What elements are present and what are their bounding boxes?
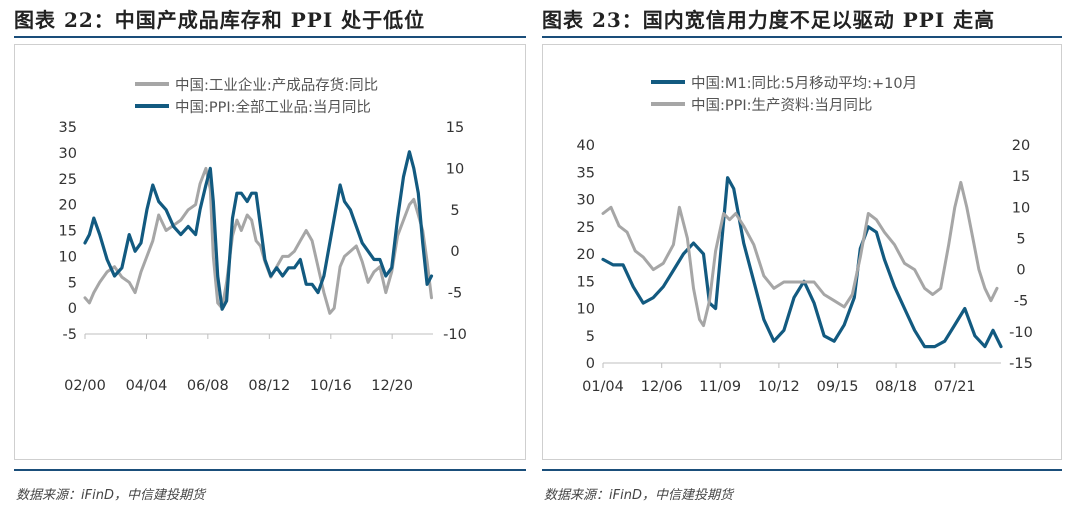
legend-item-inventory: 中国:工业企业:产成品存货:同比 xyxy=(135,73,378,95)
y-right-tick-label: 5 xyxy=(1016,231,1025,247)
chart-legend-23: 中国:M1:同比:5月移动平均:+10月 中国:PPI:生产资料:当月同比 xyxy=(651,71,917,115)
series-line-2 xyxy=(83,150,434,311)
legend-item-ppi-producer: 中国:PPI:生产资料:当月同比 xyxy=(651,93,917,115)
y-left-tick-label: 20 xyxy=(59,198,77,214)
y-left-tick-label: 30 xyxy=(59,146,77,162)
y-right-tick-label: 10 xyxy=(446,161,464,177)
series-line-1 xyxy=(601,176,1003,349)
x-tick-label: 12/20 xyxy=(371,378,413,394)
x-tick-label: 10/16 xyxy=(310,378,352,394)
figure-title-22: 图表 22：中国产成品库存和 PPI 处于低位 xyxy=(14,8,426,32)
series-line-1 xyxy=(83,166,433,315)
y-left-tick-label: 5 xyxy=(68,275,77,291)
x-tick-label: 09/15 xyxy=(817,379,859,395)
title-rule-22 xyxy=(14,36,526,38)
y-right-tick-label: -10 xyxy=(443,327,467,343)
y-left-tick-label: 10 xyxy=(59,249,77,265)
y-left-tick-label: 15 xyxy=(577,274,595,290)
source-note-22: 数据来源：iFinD，中信建投期货 xyxy=(16,488,205,503)
x-tick-label: 04/04 xyxy=(126,378,168,394)
y-right-tick-label: 15 xyxy=(1012,169,1030,185)
y-left-tick-label: 30 xyxy=(577,193,595,209)
chart-legend-22: 中国:工业企业:产成品存货:同比 中国:PPI:全部工业品:当月同比 xyxy=(135,73,378,117)
x-tick-label: 06/08 xyxy=(187,378,229,394)
x-tick-label: 01/04 xyxy=(582,379,624,395)
y-left-tick-label: 15 xyxy=(59,224,77,240)
x-tick-label: 07/21 xyxy=(934,379,976,395)
x-tick-label: 10/12 xyxy=(758,379,800,395)
y-right-tick-label: 5 xyxy=(450,203,459,219)
legend-label-ppi-producer: 中国:PPI:生产资料:当月同比 xyxy=(691,97,873,114)
y-left-tick-label: 5 xyxy=(586,329,595,345)
chart-panel-23: 中国:M1:同比:5月移动平均:+10月 中国:PPI:生产资料:当月同比 40… xyxy=(542,44,1062,460)
y-left-tick-label: 35 xyxy=(59,120,77,136)
legend-swatch-blue xyxy=(651,80,685,84)
y-left-tick-label: 25 xyxy=(59,172,77,188)
legend-swatch-blue xyxy=(135,104,169,108)
x-tick-label: 11/09 xyxy=(699,379,741,395)
y-left-tick-label: 35 xyxy=(577,165,595,181)
y-left-tick-label: 0 xyxy=(68,301,77,317)
bottom-rule-23 xyxy=(542,469,1062,471)
legend-item-m1: 中国:M1:同比:5月移动平均:+10月 xyxy=(651,71,917,93)
chart-svg-22: 35 30 25 20 15 10 5 0 -5 15 10 5 0 -5 -10 02/00 04/04 06/… xyxy=(59,120,467,394)
y-left-tick-label: 40 xyxy=(577,138,595,154)
y-left-tick-label: -5 xyxy=(63,327,77,343)
legend-label-inventory: 中国:工业企业:产成品存货:同比 xyxy=(175,77,379,94)
y-left-tick-label: 25 xyxy=(577,220,595,236)
y-right-tick-label: 0 xyxy=(450,244,459,260)
y-right-tick-label: -5 xyxy=(448,286,462,302)
y-left-tick-label: 20 xyxy=(577,247,595,263)
y-right-tick-label: -15 xyxy=(1009,356,1033,372)
y-right-tick-label: 0 xyxy=(1016,263,1025,279)
chart-panel-22: 中国:工业企业:产成品存货:同比 中国:PPI:全部工业品:当月同比 35 30 2… xyxy=(14,44,526,460)
legend-label-ppi: 中国:PPI:全部工业品:当月同比 xyxy=(175,99,371,116)
legend-swatch-gray xyxy=(135,82,169,86)
x-tick-label: 08/18 xyxy=(875,379,917,395)
x-tick-label: 08/12 xyxy=(248,378,290,394)
x-tick-label: 02/00 xyxy=(64,378,106,394)
bottom-rule-22 xyxy=(14,469,526,471)
y-left-tick-label: 10 xyxy=(577,302,595,318)
y-right-tick-label: 20 xyxy=(1012,138,1030,154)
x-tick-label: 12/06 xyxy=(641,379,683,395)
chart-svg-23: 40 35 30 25 20 15 10 5 0 20 15 10 5 0 -5 -10 -15 01/04 12/… xyxy=(577,138,1033,395)
figure-title-23: 图表 23：国内宽信用力度不足以驱动 PPI 走高 xyxy=(542,8,996,32)
legend-label-m1: 中国:M1:同比:5月移动平均:+10月 xyxy=(691,75,918,92)
y-right-tick-label: 15 xyxy=(446,120,464,136)
y-right-tick-label: 10 xyxy=(1012,200,1030,216)
y-left-tick-label: 0 xyxy=(586,356,595,372)
source-note-23: 数据来源：iFinD，中信建投期货 xyxy=(544,488,733,503)
title-rule-23 xyxy=(542,36,1062,38)
y-right-tick-label: -10 xyxy=(1009,325,1033,341)
legend-item-ppi: 中国:PPI:全部工业品:当月同比 xyxy=(135,95,378,117)
legend-swatch-gray xyxy=(651,102,685,106)
y-right-tick-label: -5 xyxy=(1014,294,1028,310)
series-line-2 xyxy=(601,180,999,328)
